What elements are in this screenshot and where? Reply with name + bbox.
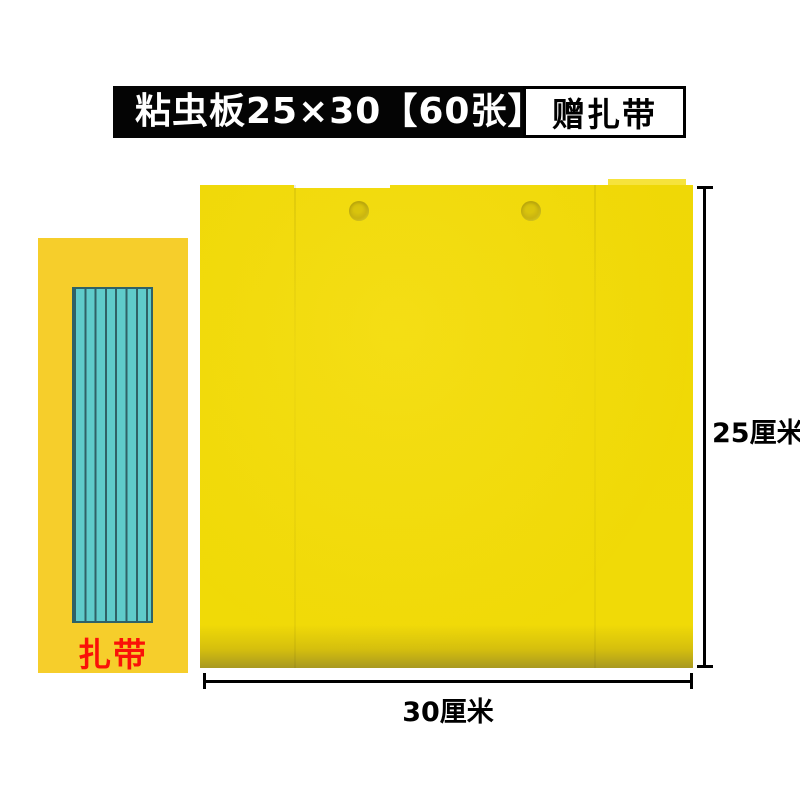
hanging-hole [521, 201, 541, 221]
height-dimension-label: 25厘米 [712, 418, 800, 449]
cable-tie-card: 扎带 [38, 238, 188, 674]
width-dimension-cap-right [690, 673, 693, 689]
cable-tie-bundle-image [72, 287, 153, 623]
title-bar: 粘虫板25×30【60张】 赠扎带 [113, 86, 686, 138]
board-sheet-step [294, 185, 390, 188]
board-seam [294, 185, 296, 668]
gift-badge-label: 赠扎带 [552, 95, 657, 134]
width-dimension-cap-left [203, 673, 206, 689]
product-title: 粘虫板25×30【60张】 [135, 91, 545, 132]
width-dimension-line [203, 680, 693, 683]
cable-tie-label: 扎带 [78, 635, 148, 674]
board-seam [594, 185, 596, 668]
height-dimension-cap-bottom [697, 665, 713, 668]
gift-badge: 赠扎带 [523, 86, 686, 138]
height-dimension-line [703, 186, 706, 668]
sticky-board-image [200, 185, 693, 668]
height-dimension-cap-top [697, 186, 713, 189]
hanging-hole [349, 201, 369, 221]
width-dimension-label: 30厘米 [402, 697, 494, 728]
